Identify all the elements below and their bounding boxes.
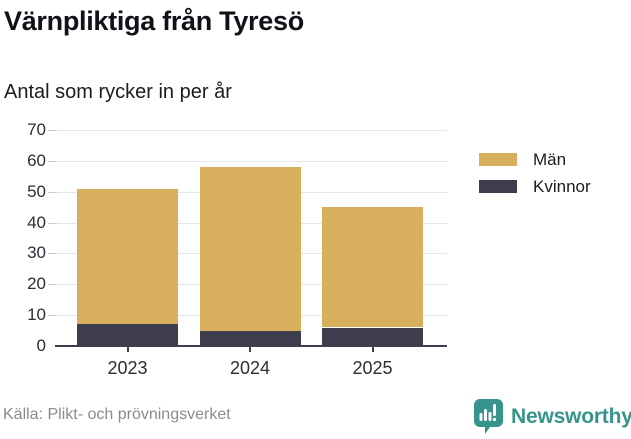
y-axis-tick — [48, 315, 57, 317]
x-tick-label-2025: 2025 — [352, 358, 393, 378]
gridline-y-70 — [57, 130, 447, 131]
chart-subtitle: Antal som rycker in per år — [4, 81, 232, 103]
y-tick-label-70: 70 — [27, 120, 46, 139]
y-axis-tick — [48, 191, 57, 193]
y-axis-tick — [48, 160, 57, 162]
bar-2024-kvinnor — [199, 330, 301, 346]
bar-2025-kvinnor — [322, 327, 423, 346]
y-axis-tick — [48, 222, 57, 224]
x-axis-tick-2024 — [249, 347, 251, 352]
y-axis-tick — [48, 284, 57, 286]
x-tick-label-2024: 2024 — [229, 358, 271, 378]
source-attribution: Källa: Plikt- och prövningsverket — [3, 406, 231, 423]
y-tick-label-40: 40 — [27, 212, 46, 232]
legend-label-women: Kvinnor — [533, 176, 591, 196]
x-axis-line — [55, 345, 447, 347]
bar-2025-män — [322, 207, 423, 328]
y-tick-label-50: 50 — [27, 181, 46, 201]
legend-swatch-women — [479, 180, 517, 193]
gridline-y-60 — [57, 160, 447, 162]
bar-2023-män — [77, 188, 178, 325]
bar-2024-män — [199, 167, 301, 331]
chart-title: Värnpliktiga från Tyresö — [4, 6, 304, 36]
chart-legend: Män Kvinnor — [479, 146, 591, 200]
newsworthy-logo[interactable]: Newsworthy — [473, 398, 631, 435]
y-tick-label-10: 10 — [27, 305, 46, 325]
y-tick-label-30: 30 — [27, 243, 46, 263]
legend-label-men: Män — [533, 149, 567, 169]
y-tick-label-0: 0 — [36, 336, 46, 355]
newsworthy-wordmark: Newsworthy — [511, 404, 631, 428]
y-tick-label-60: 60 — [27, 150, 46, 170]
x-tick-label-2023: 2023 — [107, 358, 148, 378]
newsworthy-icon — [474, 399, 503, 434]
x-axis-tick-2023 — [126, 347, 129, 352]
y-axis-tick — [48, 253, 57, 255]
bar-2023-kvinnor — [77, 324, 178, 346]
y-tick-label-20: 20 — [27, 274, 46, 294]
x-axis-tick-2025 — [371, 347, 374, 352]
legend-swatch-men — [479, 153, 517, 166]
legend-item-men: Män — [479, 146, 591, 173]
y-axis-tick — [48, 130, 57, 131]
legend-item-women: Kvinnor — [479, 173, 591, 200]
